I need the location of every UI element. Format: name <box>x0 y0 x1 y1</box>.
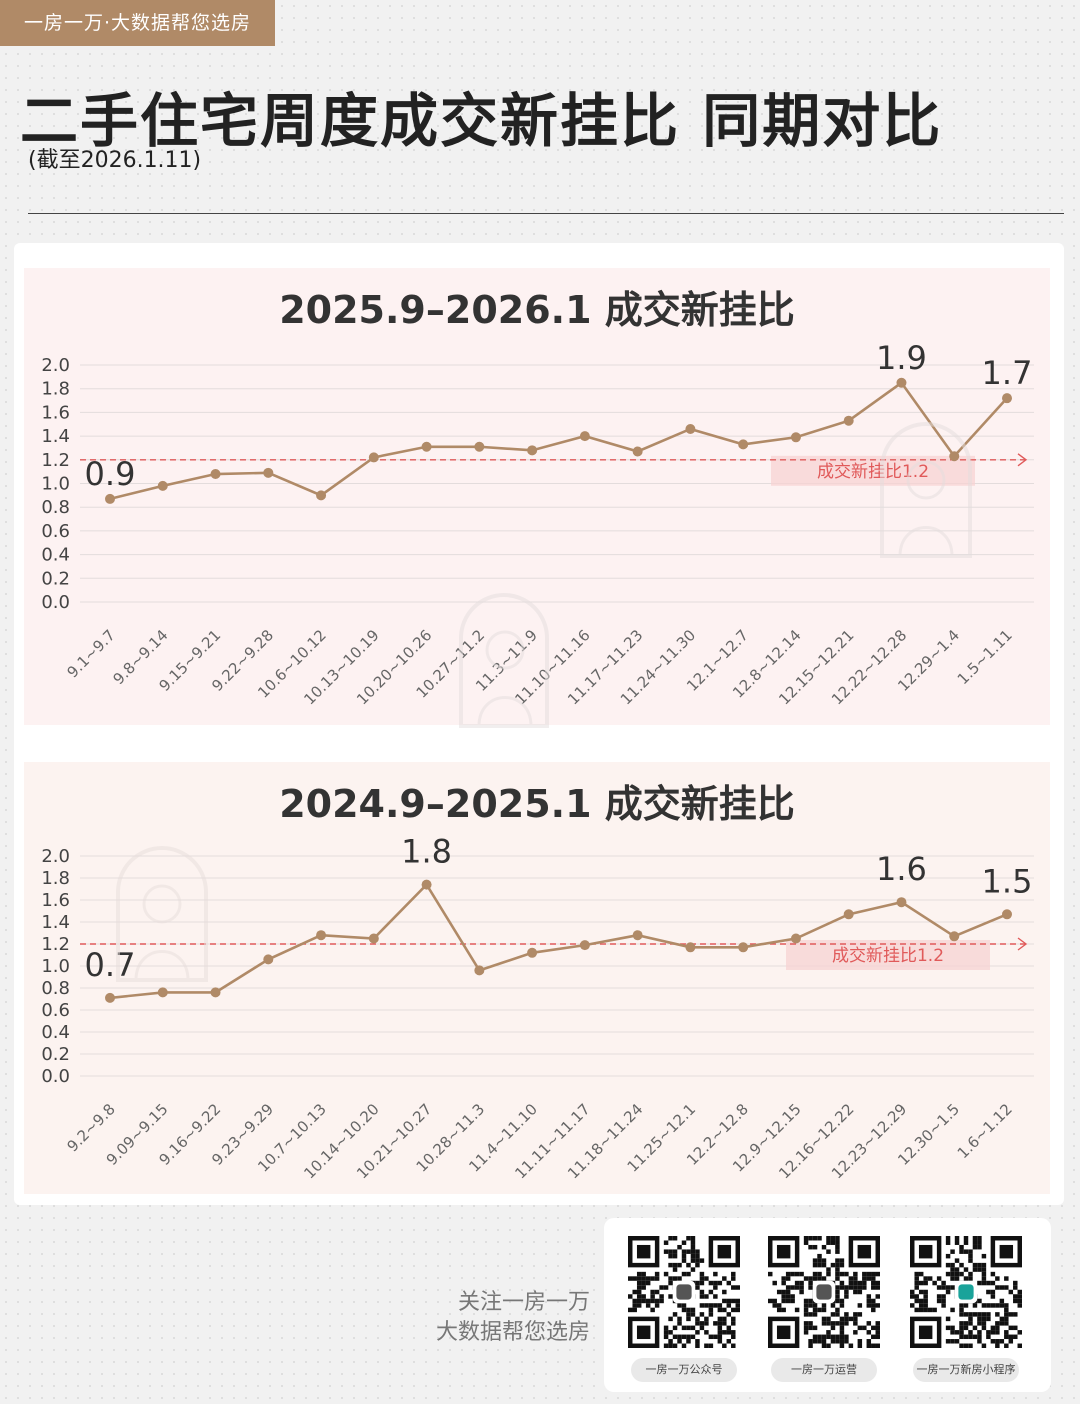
y-tick-label: 2.0 <box>41 355 70 376</box>
qr-code-icon <box>628 1236 740 1348</box>
y-tick-label: 1.8 <box>41 868 70 889</box>
reference-label-box <box>786 940 990 970</box>
data-point <box>421 441 432 452</box>
y-tick-label: 0.8 <box>41 978 70 999</box>
qr-mini-program[interactable]: 一房一万新房小程序 <box>906 1236 1026 1382</box>
data-point <box>1002 909 1012 920</box>
data-point <box>527 445 538 456</box>
data-label: 0.9 <box>85 455 136 493</box>
x-tick-label: 1.6~1.12 <box>954 1100 1016 1162</box>
y-tick-label: 2.0 <box>41 846 70 867</box>
data-point <box>368 452 379 463</box>
watermark-logo <box>880 422 972 558</box>
data-label: 1.8 <box>401 833 452 871</box>
y-tick-label: 0.8 <box>41 497 70 518</box>
series-line <box>109 882 1008 1000</box>
data-point <box>210 987 221 998</box>
chart-2024-svg: 2024.9–2025.1 成交新挂比2.01.81.61.41.21.00.8… <box>41 782 1034 1182</box>
chart-title: 2025.9–2026.1 成交新挂比 <box>279 288 795 332</box>
data-point <box>421 879 432 890</box>
data-label: 1.6 <box>876 850 927 888</box>
data-point <box>157 987 168 998</box>
data-point <box>316 930 327 941</box>
follow-line-2: 大数据帮您选房 <box>435 1320 590 1345</box>
data-point <box>843 415 854 426</box>
y-tick-label: 0.0 <box>41 1066 70 1087</box>
y-tick-label: 0.2 <box>41 568 70 589</box>
data-point <box>579 940 590 951</box>
y-tick-label: 0.2 <box>41 1044 70 1065</box>
data-point <box>210 469 221 480</box>
data-point <box>896 897 907 908</box>
data-point <box>738 942 749 953</box>
brand-tag: 一房一万·大数据帮您选房 <box>0 0 275 46</box>
y-tick-label: 0.0 <box>41 592 70 613</box>
y-tick-label: 1.0 <box>41 474 70 495</box>
data-point <box>632 446 643 457</box>
y-tick-label: 1.4 <box>41 426 70 447</box>
data-point <box>527 947 538 958</box>
qr-caption: 一房一万新房小程序 <box>913 1358 1019 1382</box>
data-label: 1.7 <box>982 354 1033 392</box>
y-tick-label: 1.6 <box>41 402 70 423</box>
data-label: 1.9 <box>876 339 927 377</box>
reference-line-label: 成交新挂比1.2 <box>832 946 944 966</box>
data-point <box>843 909 854 920</box>
qr-code-icon <box>910 1236 1022 1348</box>
chart-2025-svg: 2025.9–2026.1 成交新挂比 2.0 1.81.6 1.4 1.2 1.00.8… <box>41 288 1034 708</box>
page-title: 二手住宅周度成交新挂比 同期对比 <box>20 87 943 155</box>
data-point <box>474 965 485 976</box>
watermark-logo <box>459 593 549 728</box>
data-point <box>949 451 960 462</box>
title-divider <box>28 213 1064 214</box>
data-point <box>263 954 274 965</box>
data-point <box>316 490 327 501</box>
data-point <box>1002 393 1012 404</box>
qr-operations[interactable]: 一房一万运营 <box>764 1236 884 1382</box>
data-point <box>474 441 485 452</box>
data-point <box>790 933 801 944</box>
data-point <box>790 432 801 443</box>
data-point <box>949 931 960 942</box>
y-tick-label: 0.6 <box>41 521 70 542</box>
data-point <box>632 930 643 941</box>
data-point <box>738 439 749 450</box>
qr-code-icon <box>768 1236 880 1348</box>
qr-official-account[interactable]: 一房一万公众号 <box>624 1236 744 1382</box>
y-tick-label: 1.2 <box>41 934 70 955</box>
reference-arrow-icon <box>1017 453 1028 467</box>
reference-arrow-icon <box>1017 937 1028 951</box>
reference-line-label: 成交新挂比1.2 <box>817 462 929 482</box>
y-tick-label: 1.8 <box>41 379 70 400</box>
y-tick-label: 1.2 <box>41 450 70 471</box>
y-tick-label: 1.4 <box>41 912 70 933</box>
data-point <box>896 377 907 388</box>
data-point <box>368 933 379 944</box>
data-point <box>105 992 115 1003</box>
y-tick-label: 0.4 <box>41 545 70 566</box>
qr-caption: 一房一万运营 <box>771 1358 877 1382</box>
y-tick-label: 1.0 <box>41 956 70 977</box>
series-line <box>109 380 1008 501</box>
data-point <box>157 480 168 491</box>
page-subtitle: (截至2026.1.11) <box>28 148 202 173</box>
y-tick-label: 0.4 <box>41 1022 70 1043</box>
x-tick-label: 1.5~1.11 <box>954 626 1016 688</box>
follow-text: 关注一房一万 大数据帮您选房 <box>400 1288 590 1348</box>
chart-panel-2025: 2025.9–2026.1 成交新挂比 2.0 1.8 1.6 1.4 1.2 1.0 0.8… <box>24 268 1050 725</box>
data-label: 1.5 <box>982 862 1033 900</box>
follow-line-1: 关注一房一万 <box>457 1290 590 1315</box>
data-point <box>685 423 696 434</box>
y-tick-label: 1.6 <box>41 890 70 911</box>
data-label: 0.7 <box>85 946 136 984</box>
chart-title: 2024.9–2025.1 成交新挂比 <box>279 782 795 826</box>
watermark-logo <box>116 846 208 982</box>
data-point <box>263 467 274 478</box>
data-point <box>685 942 696 953</box>
data-point <box>579 431 590 442</box>
qr-caption: 一房一万公众号 <box>631 1358 737 1382</box>
data-point <box>105 493 115 504</box>
y-tick-label: 0.6 <box>41 1000 70 1021</box>
